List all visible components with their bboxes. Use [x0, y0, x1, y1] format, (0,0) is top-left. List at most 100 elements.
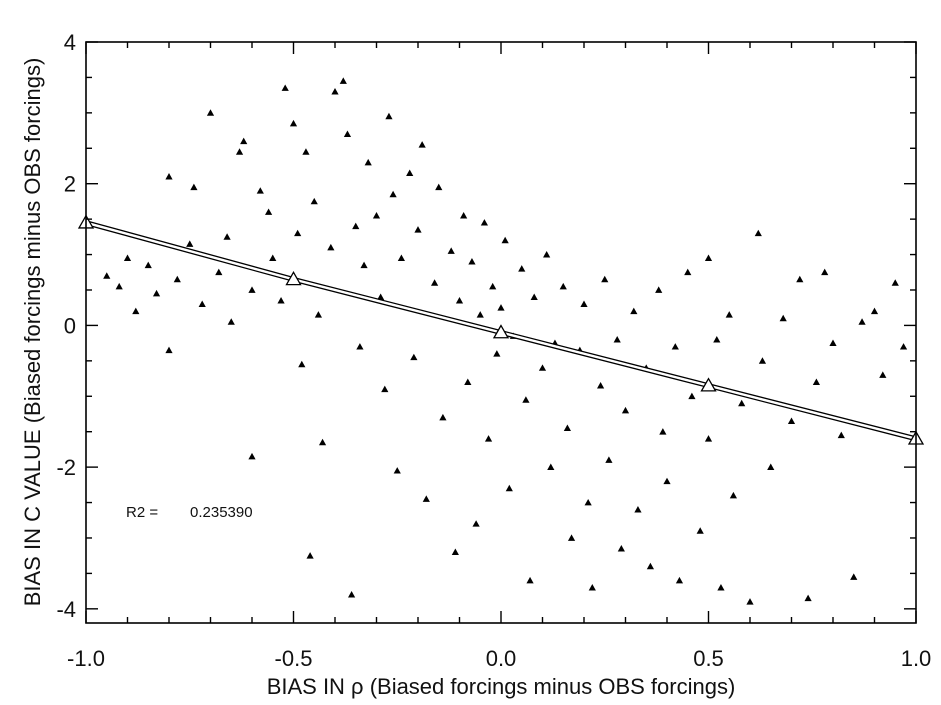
scatter-point: [186, 240, 194, 247]
scatter-point: [675, 576, 684, 584]
scatter-point: [738, 399, 746, 407]
x-tick-label: -0.5: [275, 646, 313, 671]
scatter-points: [103, 77, 908, 605]
scatter-point: [397, 254, 405, 261]
scatter-point: [165, 346, 173, 354]
scatter-point: [837, 431, 845, 439]
scatter-point: [829, 339, 837, 347]
scatter-point: [725, 311, 733, 318]
scatter-point: [713, 335, 721, 343]
scatter-point: [339, 77, 347, 84]
scatter-point: [588, 583, 596, 591]
y-tick-label: 2: [64, 172, 76, 197]
scatter-point: [655, 286, 663, 293]
scatter-point: [314, 311, 322, 318]
scatter-point: [331, 87, 339, 95]
scatter-point: [206, 109, 215, 116]
x-axis-title: BIAS IN ρ (Biased forcings minus OBS for…: [267, 674, 736, 699]
scatter-point: [634, 506, 642, 513]
y-tick-labels: -4 -2 0 2 4: [56, 30, 76, 622]
scatter-point: [352, 222, 360, 230]
scatter-point: [779, 314, 787, 322]
scatter-point: [559, 282, 567, 290]
scatter-point: [381, 385, 389, 393]
scatter-point: [190, 183, 198, 191]
scatter-point: [850, 573, 858, 580]
scatter-point: [758, 357, 767, 364]
scatter-point: [787, 417, 796, 424]
scatter-point: [103, 272, 111, 279]
y-tick-label: 0: [64, 313, 76, 338]
scatter-point: [173, 275, 181, 283]
scatter-point: [364, 158, 372, 166]
regression-line-group: [77, 214, 925, 445]
scatter-point: [372, 211, 381, 219]
x-tick-label: 1.0: [901, 646, 932, 671]
scatter-point: [547, 463, 555, 471]
scatter-point: [406, 169, 414, 176]
scatter-point: [704, 435, 713, 442]
scatter-point: [804, 594, 812, 602]
scatter-point: [729, 491, 737, 499]
scatter-point: [663, 477, 671, 485]
scatter-point: [460, 211, 468, 219]
scatter-point: [132, 307, 140, 315]
scatter-point: [248, 452, 256, 460]
scatter-point: [298, 360, 306, 368]
scatter-point: [899, 343, 908, 350]
scatter-point: [198, 300, 206, 308]
x-tick-label: -1.0: [67, 646, 105, 671]
x-tick-labels: -1.0 -0.5 0.0 0.5 1.0: [67, 646, 931, 671]
scatter-point: [684, 268, 692, 276]
scatter-point: [501, 236, 509, 244]
axis-ticks: [85, 41, 917, 623]
scatter-point: [704, 254, 713, 261]
scatter-point: [688, 392, 696, 400]
scatter-point: [235, 148, 244, 155]
scatter-point: [294, 229, 302, 237]
scatter-point: [879, 371, 887, 378]
y-axis-title: BIAS IN C VALUE (Biased forcings minus O…: [20, 58, 45, 607]
scatter-point: [601, 275, 609, 283]
scatter-point: [227, 318, 235, 325]
scatter-point: [414, 226, 422, 233]
scatter-point: [310, 197, 318, 205]
scatter-point: [422, 495, 430, 502]
scatter-point: [377, 293, 385, 300]
scatter-point: [746, 598, 754, 605]
scatter-point: [767, 463, 775, 471]
scatter-point: [526, 576, 534, 584]
scatter-point: [306, 552, 314, 559]
scatter-point: [646, 562, 654, 570]
scatter-point: [410, 353, 418, 361]
scatter-point: [621, 406, 630, 414]
scatter-point: [356, 343, 364, 350]
scatter-point: [115, 282, 123, 290]
scatter-point: [671, 343, 679, 350]
y-tick-label: 4: [64, 30, 76, 55]
scatter-point: [630, 307, 638, 315]
scatter-point: [518, 265, 526, 272]
scatter-point: [567, 534, 576, 541]
scatter-point: [530, 293, 538, 300]
scatter-point: [318, 438, 327, 446]
scatter-point: [821, 268, 829, 276]
scatter-point: [277, 297, 285, 304]
scatter-point: [123, 254, 132, 261]
scatter-point: [269, 254, 277, 261]
scatter-point: [289, 119, 298, 127]
scatter-point: [580, 300, 588, 308]
scatter-point: [418, 141, 426, 148]
x-tick-label: 0.5: [693, 646, 724, 671]
scatter-point: [360, 261, 368, 269]
regression-marker: [492, 324, 510, 339]
scatter-point: [522, 396, 530, 403]
scatter-point: [617, 545, 625, 552]
scatter-point: [447, 247, 455, 254]
scatter-point: [302, 148, 310, 155]
scatter-point: [891, 279, 899, 286]
scatter-point: [696, 527, 704, 534]
scatter-point: [144, 261, 152, 269]
scatter-point: [538, 364, 547, 371]
